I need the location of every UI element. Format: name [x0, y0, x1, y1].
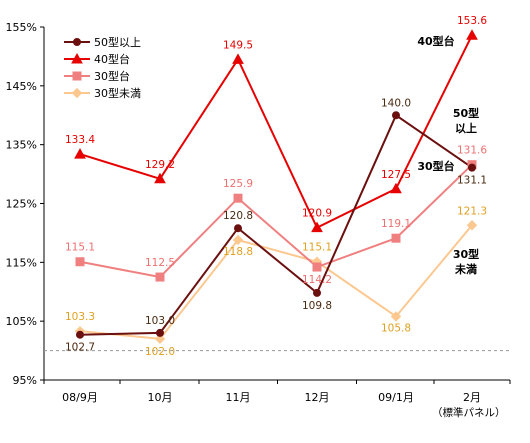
data-point [76, 330, 84, 339]
data-point [466, 29, 478, 40]
data-label: 119.1 [381, 218, 411, 230]
legend-label: 50型以上 [94, 35, 141, 49]
data-label: 109.8 [302, 300, 332, 312]
data-point [73, 38, 81, 46]
series-end-label: 50型 [453, 106, 479, 120]
data-label: 103.0 [145, 315, 175, 327]
x-tick-label: 11月 [226, 391, 251, 404]
legend-label: 30型台 [94, 69, 130, 83]
x-tick-label: 2月 [463, 391, 481, 404]
data-label: 120.8 [223, 210, 253, 222]
series-end-label: 30型台 [417, 159, 454, 173]
data-label: 102.7 [65, 342, 95, 354]
series-line [79, 113, 473, 336]
data-label: 153.6 [457, 15, 487, 27]
x-tick-label: 12月 [305, 391, 330, 404]
data-point [156, 328, 164, 337]
y-tick-label: 95% [13, 374, 37, 387]
data-label: 149.5 [223, 39, 253, 51]
data-label: 121.3 [457, 205, 487, 217]
data-point [155, 272, 165, 282]
data-point [392, 111, 400, 120]
data-labels: 102.7 103.0 120.8 109.8 140.0 131.1 133.4 129.2… [65, 15, 487, 358]
axes: 95% 105% 115% 125% 135% 145% 155% 08/9月 10月 11月 12… [6, 21, 511, 404]
data-label: 131.1 [457, 175, 487, 187]
data-point [232, 53, 244, 64]
data-point [468, 163, 476, 172]
data-label: 102.0 [145, 346, 175, 358]
data-label: 105.8 [381, 322, 411, 334]
data-point [75, 257, 85, 267]
data-label: 114.2 [302, 274, 332, 286]
y-tick-label: 105% [6, 315, 37, 328]
data-label: 120.9 [302, 208, 332, 220]
data-point [232, 234, 244, 246]
x-tick-label: 10月 [148, 391, 173, 404]
legend-label: 30型未満 [94, 86, 141, 100]
y-tick-label: 125% [6, 198, 37, 211]
x-tick-label: 08/9月 [62, 391, 98, 404]
series-line [79, 224, 473, 340]
data-label: 103.3 [65, 311, 95, 323]
legend: 50型以上 40型台 30型台 30型未満 [64, 35, 141, 100]
data-point [154, 172, 166, 184]
data-label: 140.0 [381, 97, 411, 109]
data-point [466, 220, 478, 231]
y-tick-label: 145% [6, 80, 37, 93]
data-label: 115.1 [302, 242, 332, 254]
data-point [311, 221, 323, 233]
data-point [390, 182, 402, 194]
series-line [79, 163, 473, 279]
panel-note: （標準パネル） [432, 406, 506, 419]
data-label: 125.9 [223, 178, 253, 190]
data-point [390, 311, 402, 322]
series-line [79, 34, 473, 229]
data-label: 133.4 [65, 134, 95, 146]
x-tick-label: 09/1月 [378, 391, 414, 404]
data-label: 112.5 [145, 257, 175, 269]
data-label: 118.8 [223, 246, 253, 258]
data-point [154, 333, 166, 345]
series-lines [79, 34, 473, 340]
data-point [72, 71, 82, 81]
y-tick-label: 135% [6, 139, 37, 152]
data-point [71, 52, 83, 64]
data-label: 115.1 [65, 242, 95, 254]
legend-label: 40型台 [94, 52, 130, 66]
side-labels: 50型以上 40型台 30型台 30型未満 [417, 34, 479, 276]
data-point [233, 193, 243, 203]
y-tick-label: 155% [6, 21, 37, 34]
series-markers [74, 29, 478, 345]
y-tick-label: 115% [6, 256, 37, 269]
data-point [71, 87, 83, 99]
series-end-label: 未満 [454, 262, 477, 276]
data-point [391, 233, 401, 243]
data-label: 127.5 [381, 169, 411, 181]
data-label: 129.2 [145, 159, 175, 171]
data-point [234, 224, 242, 233]
series-end-label: 40型台 [417, 34, 454, 48]
data-point [313, 288, 321, 297]
data-point [74, 148, 86, 159]
data-point [312, 262, 322, 272]
data-label: 131.6 [457, 145, 487, 157]
series-end-label: 30型 [453, 247, 479, 261]
series-end-label: 以上 [455, 121, 477, 135]
